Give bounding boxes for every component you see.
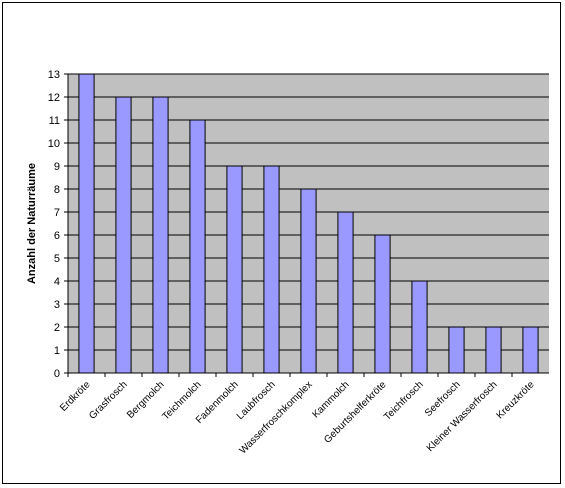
y-tick-label: 12: [48, 92, 60, 104]
y-tick-label: 0: [54, 368, 60, 380]
x-tick-label: Teichfrosch: [382, 379, 426, 423]
bar: [522, 326, 539, 374]
y-tick-label: 9: [54, 161, 60, 173]
x-tick-label: Seefrosch: [423, 379, 463, 419]
y-tick-label: 6: [54, 230, 60, 242]
y-axis-title: Anzahl der Naturräume: [26, 163, 38, 284]
x-tick-label: Grasfrosch: [87, 379, 129, 421]
y-tick-label: 1: [54, 345, 60, 357]
bar: [263, 165, 280, 374]
bar: [226, 165, 243, 374]
bar: [115, 96, 132, 374]
bar: [78, 73, 95, 374]
bar: [337, 211, 354, 374]
bar: [485, 326, 502, 374]
bar: [300, 188, 317, 374]
bar: [448, 326, 465, 374]
x-tick-label: Kleiner Wasserfrosch: [425, 379, 500, 454]
y-tick-label: 13: [48, 69, 60, 81]
bar: [374, 234, 391, 374]
y-tick-label: 4: [54, 276, 60, 288]
x-tick-label: Kreuzkröte: [495, 379, 537, 421]
bar: [152, 96, 169, 374]
y-tick-label: 7: [54, 207, 60, 219]
bar: [189, 119, 206, 374]
x-tick-label: Geburtshelferkröte: [322, 379, 389, 446]
y-tick-label: 10: [48, 138, 60, 150]
y-tick-label: 2: [54, 322, 60, 334]
y-tick-label: 3: [54, 299, 60, 311]
y-tick-label: 5: [54, 253, 60, 265]
y-tick-label: 11: [49, 115, 60, 127]
bar-chart: 012345678910111213ErdkröteGrasfroschBerg…: [26, 69, 549, 456]
x-tick-label: Erdkröte: [58, 379, 93, 414]
chart-frame: 0 1 2 3 4 5 6 7 8 9 10 11 12 13 Erdkröte Grasfrosch Berg…: [2, 2, 561, 484]
bar: [411, 280, 428, 374]
y-tick-label: 8: [54, 184, 60, 196]
x-tick-label: Wasserfroschkomplex: [238, 379, 315, 456]
